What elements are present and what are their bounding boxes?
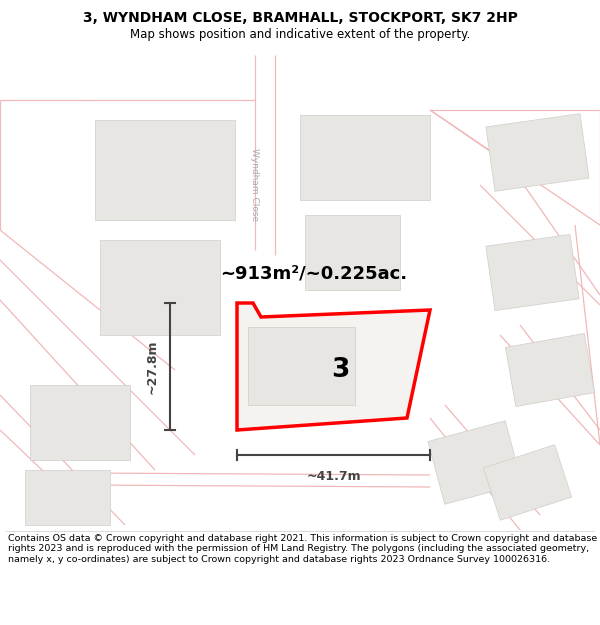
Polygon shape: [486, 114, 589, 191]
Polygon shape: [305, 215, 400, 290]
Text: Contains OS data © Crown copyright and database right 2021. This information is : Contains OS data © Crown copyright and d…: [8, 534, 597, 564]
Polygon shape: [428, 421, 522, 504]
Text: Wyndham Close: Wyndham Close: [251, 148, 260, 221]
Text: 3, WYNDHAM CLOSE, BRAMHALL, STOCKPORT, SK7 2HP: 3, WYNDHAM CLOSE, BRAMHALL, STOCKPORT, S…: [83, 11, 517, 25]
Text: 3: 3: [331, 357, 349, 383]
Text: ~913m²/~0.225ac.: ~913m²/~0.225ac.: [220, 265, 407, 283]
Text: ~27.8m: ~27.8m: [145, 339, 158, 394]
Polygon shape: [100, 240, 220, 335]
Polygon shape: [505, 334, 595, 406]
Polygon shape: [30, 385, 130, 460]
Polygon shape: [237, 303, 430, 430]
Polygon shape: [484, 445, 572, 520]
Polygon shape: [25, 470, 110, 525]
Polygon shape: [95, 120, 235, 220]
Polygon shape: [486, 234, 579, 311]
Polygon shape: [248, 327, 355, 405]
Text: Map shows position and indicative extent of the property.: Map shows position and indicative extent…: [130, 28, 470, 41]
Polygon shape: [300, 115, 430, 200]
Text: ~41.7m: ~41.7m: [306, 470, 361, 483]
